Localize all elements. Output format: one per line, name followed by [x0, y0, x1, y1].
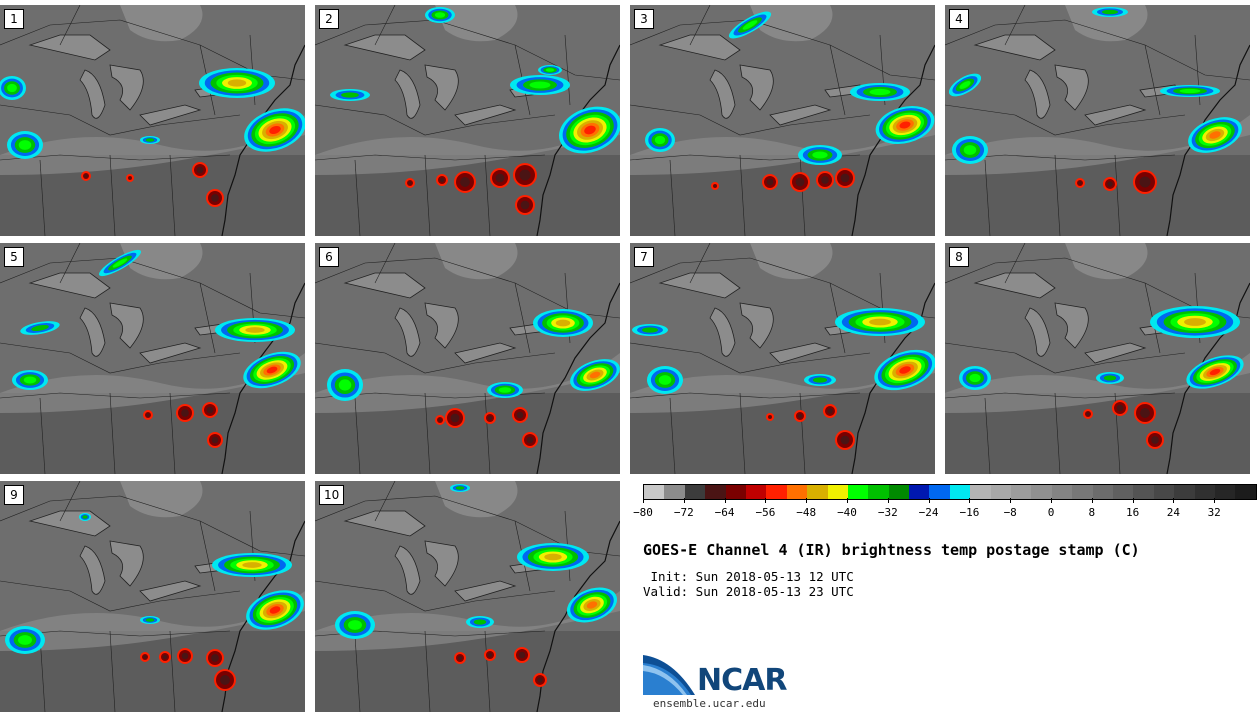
colorbar-cell	[1011, 485, 1032, 499]
colorbar-cell	[888, 485, 910, 499]
colorbar-tick	[1091, 498, 1093, 503]
ensemble-member-panel[interactable]: 5	[0, 243, 305, 474]
colorbar-cell	[684, 485, 706, 499]
colorbar-cell	[745, 485, 767, 499]
colorbar-cell	[725, 485, 746, 499]
colorbar-tick	[887, 498, 889, 503]
colorbar-tick-label: −72	[673, 506, 694, 519]
colorbar-cell	[644, 485, 665, 499]
colorbar-tick-label: −64	[714, 506, 735, 519]
colorbar-tick-label: −24	[918, 506, 939, 519]
satellite-map	[945, 5, 1250, 236]
colorbar-cell	[1112, 485, 1134, 499]
satellite-map	[315, 243, 620, 474]
member-number-label: 4	[949, 9, 969, 29]
valid-time: Valid: Sun 2018-05-13 23 UTC	[643, 584, 854, 599]
colorbar-cell	[1031, 485, 1052, 499]
satellite-map	[0, 243, 305, 474]
member-number-label: 2	[319, 9, 339, 29]
ensemble-member-panel[interactable]: 8	[945, 243, 1250, 474]
ensemble-member-panel[interactable]: 3	[630, 5, 935, 236]
colorbar-tick	[969, 498, 971, 503]
colorbar-cell	[807, 485, 828, 499]
member-number-label: 1	[4, 9, 24, 29]
ensemble-member-panel[interactable]: 7	[630, 243, 935, 474]
colorbar-cell	[1092, 485, 1113, 499]
ensemble-member-panel[interactable]: 6	[315, 243, 620, 474]
colorbar-cell	[949, 485, 971, 499]
member-number-label: 9	[4, 485, 24, 505]
colorbar-cell	[970, 485, 991, 499]
colorbar-cell	[929, 485, 950, 499]
colorbar-tick	[806, 498, 808, 503]
colorbar-cell	[1051, 485, 1073, 499]
colorbar-tick	[928, 498, 930, 503]
colorbar-tick-label: −80	[633, 506, 653, 519]
colorbar-cell	[1214, 485, 1236, 499]
colorbar-cell	[1133, 485, 1154, 499]
member-number-label: 6	[319, 247, 339, 267]
colorbar-cell	[909, 485, 930, 499]
colorbar-tick-label: −32	[877, 506, 898, 519]
colorbar-tick-label: −56	[755, 506, 776, 519]
satellite-map	[315, 5, 620, 236]
member-number-label: 3	[634, 9, 654, 29]
colorbar-cell	[847, 485, 869, 499]
colorbar-cell	[664, 485, 685, 499]
colorbar-cell	[868, 485, 889, 499]
colorbar-tick-label: −40	[837, 506, 857, 519]
colorbar-cell	[1174, 485, 1195, 499]
colorbar-ticks: −80 −72 −64 −56 −48 −40 −32 −24 −16 −8 0 8 16 24 32	[633, 498, 1248, 520]
colorbar-tick	[643, 498, 644, 503]
colorbar-tick-label: 0	[1047, 506, 1055, 519]
member-number-label: 5	[4, 247, 24, 267]
ncar-logo-text: NCAR	[697, 663, 787, 698]
ensemble-member-panel[interactable]: 1	[0, 5, 305, 236]
colorbar-tick	[847, 498, 848, 503]
colorbar-tick	[683, 498, 685, 503]
member-number-label: 7	[634, 247, 654, 267]
colorbar-tick-label: −48	[796, 506, 817, 519]
colorbar-cell	[1153, 485, 1175, 499]
colorbar-tick	[1051, 498, 1052, 503]
satellite-map	[0, 481, 305, 712]
colorbar-tick	[765, 498, 767, 503]
colorbar-tick	[1010, 498, 1012, 503]
satellite-map	[315, 481, 620, 712]
colorbar-cell	[786, 485, 808, 499]
ensemble-member-panel[interactable]: 9	[0, 481, 305, 712]
satellite-map	[0, 5, 305, 236]
colorbar-cell	[1072, 485, 1093, 499]
colorbar-cell	[705, 485, 726, 499]
ensemble-member-panel[interactable]: 2	[315, 5, 620, 236]
colorbar	[643, 484, 1257, 500]
init-time: Init: Sun 2018-05-13 12 UTC	[643, 569, 854, 584]
member-number-label: 8	[949, 247, 969, 267]
colorbar-cell	[827, 485, 848, 499]
colorbar-tick-label: 32	[1207, 506, 1221, 519]
member-number-label: 10	[319, 485, 345, 505]
satellite-map	[945, 243, 1250, 474]
satellite-map	[630, 243, 935, 474]
colorbar-cell	[766, 485, 787, 499]
colorbar-cell	[1194, 485, 1215, 499]
colorbar-tick	[1132, 498, 1134, 503]
colorbar-cell	[1235, 485, 1256, 499]
satellite-map	[630, 5, 935, 236]
colorbar-tick-label: 16	[1125, 506, 1140, 519]
plot-title: GOES-E Channel 4 (IR) brightness temp po…	[643, 541, 1140, 559]
colorbar-tick-label: −16	[959, 506, 980, 519]
ncar-logo-icon[interactable]	[643, 655, 793, 699]
colorbar-tick-label: 8	[1088, 506, 1096, 519]
website-text[interactable]: ensemble.ucar.edu	[653, 697, 766, 710]
colorbar-tick-label: −8	[1003, 506, 1017, 519]
colorbar-tick	[1214, 498, 1216, 503]
ensemble-member-panel[interactable]: 4	[945, 5, 1250, 236]
colorbar-tick	[1173, 498, 1175, 503]
colorbar-tick	[724, 498, 726, 503]
colorbar-tick-label: 24	[1166, 506, 1181, 519]
colorbar-cell	[990, 485, 1012, 499]
ensemble-member-panel[interactable]: 10	[315, 481, 620, 712]
